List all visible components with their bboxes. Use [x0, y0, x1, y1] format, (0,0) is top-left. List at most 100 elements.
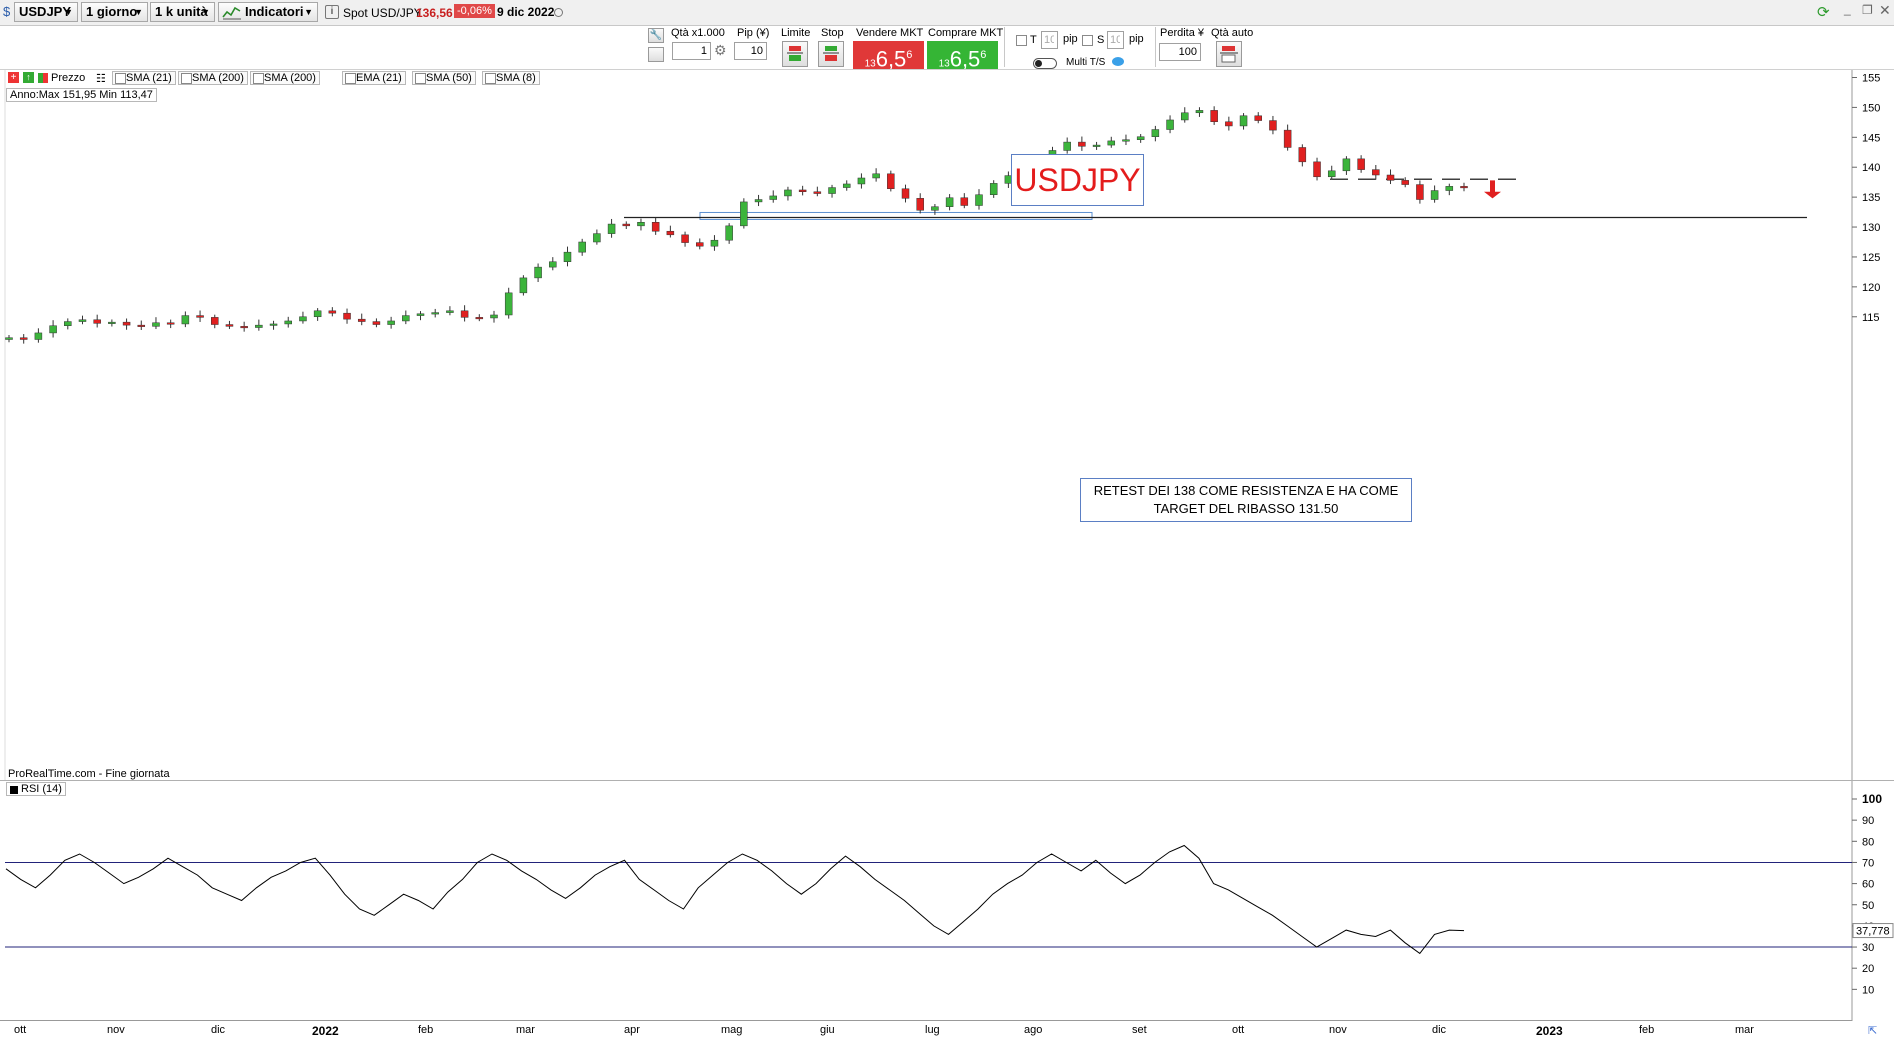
stop-loss-checkbox[interactable]: [1082, 35, 1093, 46]
candle-body: [798, 189, 807, 192]
toolbar-separator: [1155, 27, 1156, 67]
minimize-icon[interactable]: _: [1844, 2, 1851, 16]
candle-body: [122, 321, 131, 326]
indicator-checkbox[interactable]: [181, 73, 192, 84]
buy-market-button[interactable]: 136,56: [927, 41, 998, 71]
x-tick-label: apr: [624, 1024, 640, 1036]
sync-icon[interactable]: ⟳: [1817, 4, 1830, 21]
candle-body: [1254, 115, 1262, 121]
x-tick-label: dic: [1432, 1024, 1447, 1036]
x-tick-label: giu: [820, 1024, 835, 1036]
add-indicator-icon[interactable]: +: [8, 72, 19, 83]
candle-body: [1136, 136, 1145, 140]
qty-label: Qtà x1.000: [671, 27, 725, 39]
indicator-toggle[interactable]: SMA (50): [412, 71, 476, 85]
units-selector[interactable]: 1 k unità ▼: [150, 2, 215, 22]
symbol-label: USDJPY: [19, 4, 72, 19]
candle-body: [916, 198, 924, 211]
price-color-icon: [38, 73, 48, 83]
candle-body: [181, 315, 190, 325]
limit-order-icon[interactable]: [782, 41, 808, 67]
indicator-checkbox[interactable]: [345, 73, 356, 84]
indicator-toggle[interactable]: SMA (200): [178, 71, 248, 85]
y-tick-label: 155: [1862, 72, 1880, 84]
calculator-icon[interactable]: [648, 47, 664, 62]
expand-corner-icon[interactable]: ⇱: [1868, 1025, 1878, 1037]
pip-input[interactable]: [734, 42, 767, 60]
rsi-value-text: 37,778: [1856, 926, 1890, 938]
stop-order-icon[interactable]: [818, 41, 844, 67]
x-tick-label: 2023: [1536, 1024, 1563, 1038]
candle-body: [1445, 186, 1454, 191]
loss-input[interactable]: [1159, 43, 1201, 61]
indicator-checkbox[interactable]: [485, 73, 496, 84]
candle-body: [1372, 169, 1380, 176]
chevron-down-icon: ▼: [134, 7, 143, 17]
buy-price-pip: 6: [980, 49, 987, 61]
list-icon[interactable]: ☷: [96, 73, 106, 85]
indicator-toggle[interactable]: EMA (21): [342, 71, 406, 85]
qty-input[interactable]: [672, 42, 711, 60]
sell-label: Vendere MKT: [856, 27, 924, 39]
close-icon[interactable]: ✕: [1879, 2, 1891, 18]
take-profit-input[interactable]: [1041, 31, 1058, 49]
indicator-label: EMA (21): [356, 72, 402, 84]
candle-body: [740, 201, 748, 227]
info-icon[interactable]: i: [325, 5, 339, 19]
indicator-toggle[interactable]: SMA (8): [482, 71, 540, 85]
order-toolbar: 🔧 Qtà x1.000 ⚙ Pip (¥) Limite Stop Vende…: [640, 25, 1360, 72]
candle-body: [313, 310, 322, 318]
indicator-checkbox[interactable]: [253, 73, 264, 84]
sell-market-button[interactable]: 136,56: [853, 41, 924, 72]
rsi-y-tick-label: 90: [1862, 815, 1874, 827]
rsi-chart[interactable]: 10203040506070809010037,778: [0, 781, 1894, 1021]
rsi-y-tick-label: 80: [1862, 836, 1874, 848]
wrench-icon[interactable]: 🔧: [648, 28, 664, 43]
indicators-button[interactable]: Indicatori ▼: [218, 2, 318, 22]
multi-ts-toggle[interactable]: [1033, 58, 1057, 69]
auto-qty-icon[interactable]: [1216, 41, 1242, 67]
restore-icon[interactable]: ❐: [1862, 3, 1873, 17]
candle-body: [1283, 129, 1292, 148]
timeframe-selector[interactable]: 1 giorno ▼: [81, 2, 148, 22]
t-label: T: [1030, 34, 1037, 46]
price-chart[interactable]: 115 120 125 130 135 140 145 150 155: [0, 70, 1894, 780]
candle-body: [431, 312, 439, 315]
sell-price: 6,5: [875, 46, 907, 72]
loss-label: Perdita ¥: [1160, 27, 1205, 39]
stop-loss-input[interactable]: [1107, 31, 1124, 49]
candle-body: [5, 337, 13, 340]
arrow-up-icon[interactable]: ↑: [23, 72, 34, 83]
indicator-toggle[interactable]: SMA (21): [112, 71, 176, 85]
candle-body: [960, 197, 969, 206]
indicator-checkbox[interactable]: [415, 73, 426, 84]
rsi-y-tick-label: 10: [1862, 984, 1874, 996]
candle-body: [769, 195, 777, 200]
candle-body: [1195, 110, 1204, 114]
candle-body: [299, 316, 307, 322]
candle-body: [240, 326, 248, 329]
indicator-toggle[interactable]: SMA (200): [250, 71, 320, 85]
y-tick-label: 150: [1862, 102, 1880, 114]
multi-ts-label: Multi T/S: [1066, 57, 1106, 68]
candle-body: [343, 312, 351, 320]
candle-body: [1298, 147, 1307, 163]
timeframe-label: 1 giorno: [86, 4, 138, 19]
indicator-label: SMA (50): [426, 72, 472, 84]
price-indicator-label[interactable]: Prezzo: [51, 72, 86, 84]
sell-price-prefix: 13: [864, 58, 876, 70]
candle-body: [284, 320, 292, 325]
toolbar-separator: [1004, 27, 1005, 67]
x-tick-label: mar: [1735, 1024, 1754, 1036]
x-tick-label: ago: [1024, 1024, 1043, 1036]
indicator-checkbox[interactable]: [115, 73, 126, 84]
symbol-selector[interactable]: USDJPY ▼: [14, 2, 78, 22]
candle-body: [504, 292, 513, 316]
status-circle-icon: [554, 8, 563, 17]
chevron-down-icon: ▼: [201, 7, 210, 17]
instrument-name: Spot USD/JPY: [343, 6, 422, 20]
indicator-label: SMA (200): [264, 72, 316, 84]
candle-body: [460, 310, 469, 318]
candle-body: [725, 225, 733, 241]
take-profit-checkbox[interactable]: [1016, 35, 1027, 46]
